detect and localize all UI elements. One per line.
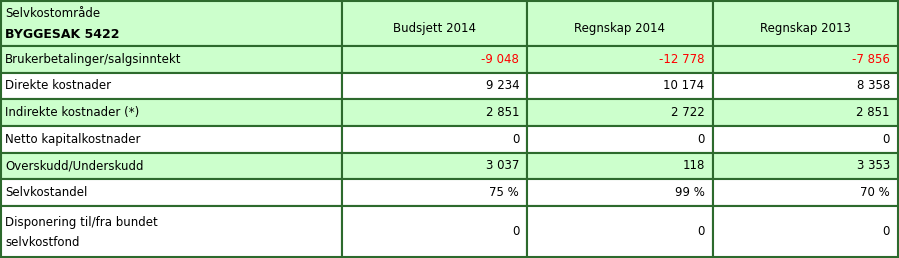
Text: 2 722: 2 722 xyxy=(671,106,705,119)
Text: Budsjett 2014: Budsjett 2014 xyxy=(393,22,476,35)
Text: 0: 0 xyxy=(698,133,705,146)
Bar xyxy=(342,126,527,152)
Text: 75 %: 75 % xyxy=(489,186,520,199)
Bar xyxy=(527,73,713,99)
Bar xyxy=(713,206,898,257)
Bar xyxy=(713,152,898,179)
Bar xyxy=(1,206,342,257)
Bar xyxy=(342,152,527,179)
Bar xyxy=(342,206,527,257)
Bar xyxy=(342,73,527,99)
Bar xyxy=(1,99,342,126)
Text: 0: 0 xyxy=(512,133,520,146)
Text: -7 856: -7 856 xyxy=(852,53,890,66)
Bar xyxy=(342,179,527,206)
Text: Regnskap 2013: Regnskap 2013 xyxy=(760,22,850,35)
Text: Netto kapitalkostnader: Netto kapitalkostnader xyxy=(5,133,140,146)
Bar xyxy=(713,1,898,46)
Bar xyxy=(342,99,527,126)
Bar xyxy=(342,99,527,126)
Text: Selvkostområde: Selvkostområde xyxy=(5,7,100,20)
Bar xyxy=(527,206,713,257)
Bar xyxy=(527,46,713,73)
Bar xyxy=(527,46,713,73)
Bar xyxy=(527,152,713,179)
Text: 2 851: 2 851 xyxy=(857,106,890,119)
Bar xyxy=(527,1,713,46)
Bar xyxy=(1,126,342,152)
Text: Regnskap 2014: Regnskap 2014 xyxy=(574,22,665,35)
Bar xyxy=(342,1,527,46)
Text: 2 851: 2 851 xyxy=(485,106,520,119)
Bar xyxy=(713,152,898,179)
Bar xyxy=(527,126,713,152)
Bar xyxy=(713,99,898,126)
Bar xyxy=(713,206,898,257)
Text: Indirekte kostnader (*): Indirekte kostnader (*) xyxy=(5,106,139,119)
Bar xyxy=(342,73,527,99)
Bar xyxy=(342,126,527,152)
Bar xyxy=(713,179,898,206)
Text: BYGGESAK 5422: BYGGESAK 5422 xyxy=(5,28,120,41)
Text: 3 353: 3 353 xyxy=(857,159,890,172)
Bar xyxy=(342,46,527,73)
Bar xyxy=(1,179,342,206)
Text: 0: 0 xyxy=(698,225,705,238)
Bar xyxy=(527,206,713,257)
Text: 0: 0 xyxy=(883,225,890,238)
Bar xyxy=(527,179,713,206)
Bar xyxy=(713,73,898,99)
Bar xyxy=(713,126,898,152)
Bar xyxy=(1,126,342,152)
Bar xyxy=(527,1,713,46)
Bar xyxy=(713,179,898,206)
Bar xyxy=(527,126,713,152)
Text: -9 048: -9 048 xyxy=(481,53,520,66)
Bar xyxy=(1,46,342,73)
Text: selvkostfond: selvkostfond xyxy=(5,236,79,249)
Text: 9 234: 9 234 xyxy=(485,79,520,92)
Bar xyxy=(342,179,527,206)
Bar xyxy=(713,46,898,73)
Bar xyxy=(1,1,342,46)
Text: Brukerbetalinger/salgsinntekt: Brukerbetalinger/salgsinntekt xyxy=(5,53,182,66)
Text: Direkte kostnader: Direkte kostnader xyxy=(5,79,111,92)
Bar xyxy=(342,1,527,46)
Bar xyxy=(1,73,342,99)
Bar xyxy=(342,152,527,179)
Text: 0: 0 xyxy=(883,133,890,146)
Bar xyxy=(527,152,713,179)
Text: -12 778: -12 778 xyxy=(659,53,705,66)
Text: 8 358: 8 358 xyxy=(857,79,890,92)
Bar xyxy=(342,206,527,257)
Bar xyxy=(713,126,898,152)
Text: 70 %: 70 % xyxy=(860,186,890,199)
Text: 99 %: 99 % xyxy=(675,186,705,199)
Text: 10 174: 10 174 xyxy=(663,79,705,92)
Bar xyxy=(342,46,527,73)
Text: Selvkostandel: Selvkostandel xyxy=(5,186,87,199)
Text: 118: 118 xyxy=(682,159,705,172)
Text: 3 037: 3 037 xyxy=(485,159,520,172)
Bar xyxy=(713,99,898,126)
Bar xyxy=(713,1,898,46)
Bar xyxy=(1,179,342,206)
Bar xyxy=(527,73,713,99)
Bar xyxy=(1,152,342,179)
Bar xyxy=(1,46,342,73)
Bar xyxy=(527,99,713,126)
Bar xyxy=(527,179,713,206)
Bar xyxy=(1,152,342,179)
Text: Disponering til/fra bundet: Disponering til/fra bundet xyxy=(5,216,157,229)
Bar xyxy=(1,1,342,46)
Bar xyxy=(1,206,342,257)
Bar xyxy=(1,99,342,126)
Text: 0: 0 xyxy=(512,225,520,238)
Bar xyxy=(1,73,342,99)
Bar xyxy=(713,73,898,99)
Bar xyxy=(713,46,898,73)
Bar xyxy=(527,99,713,126)
Text: Overskudd/Underskudd: Overskudd/Underskudd xyxy=(5,159,144,172)
